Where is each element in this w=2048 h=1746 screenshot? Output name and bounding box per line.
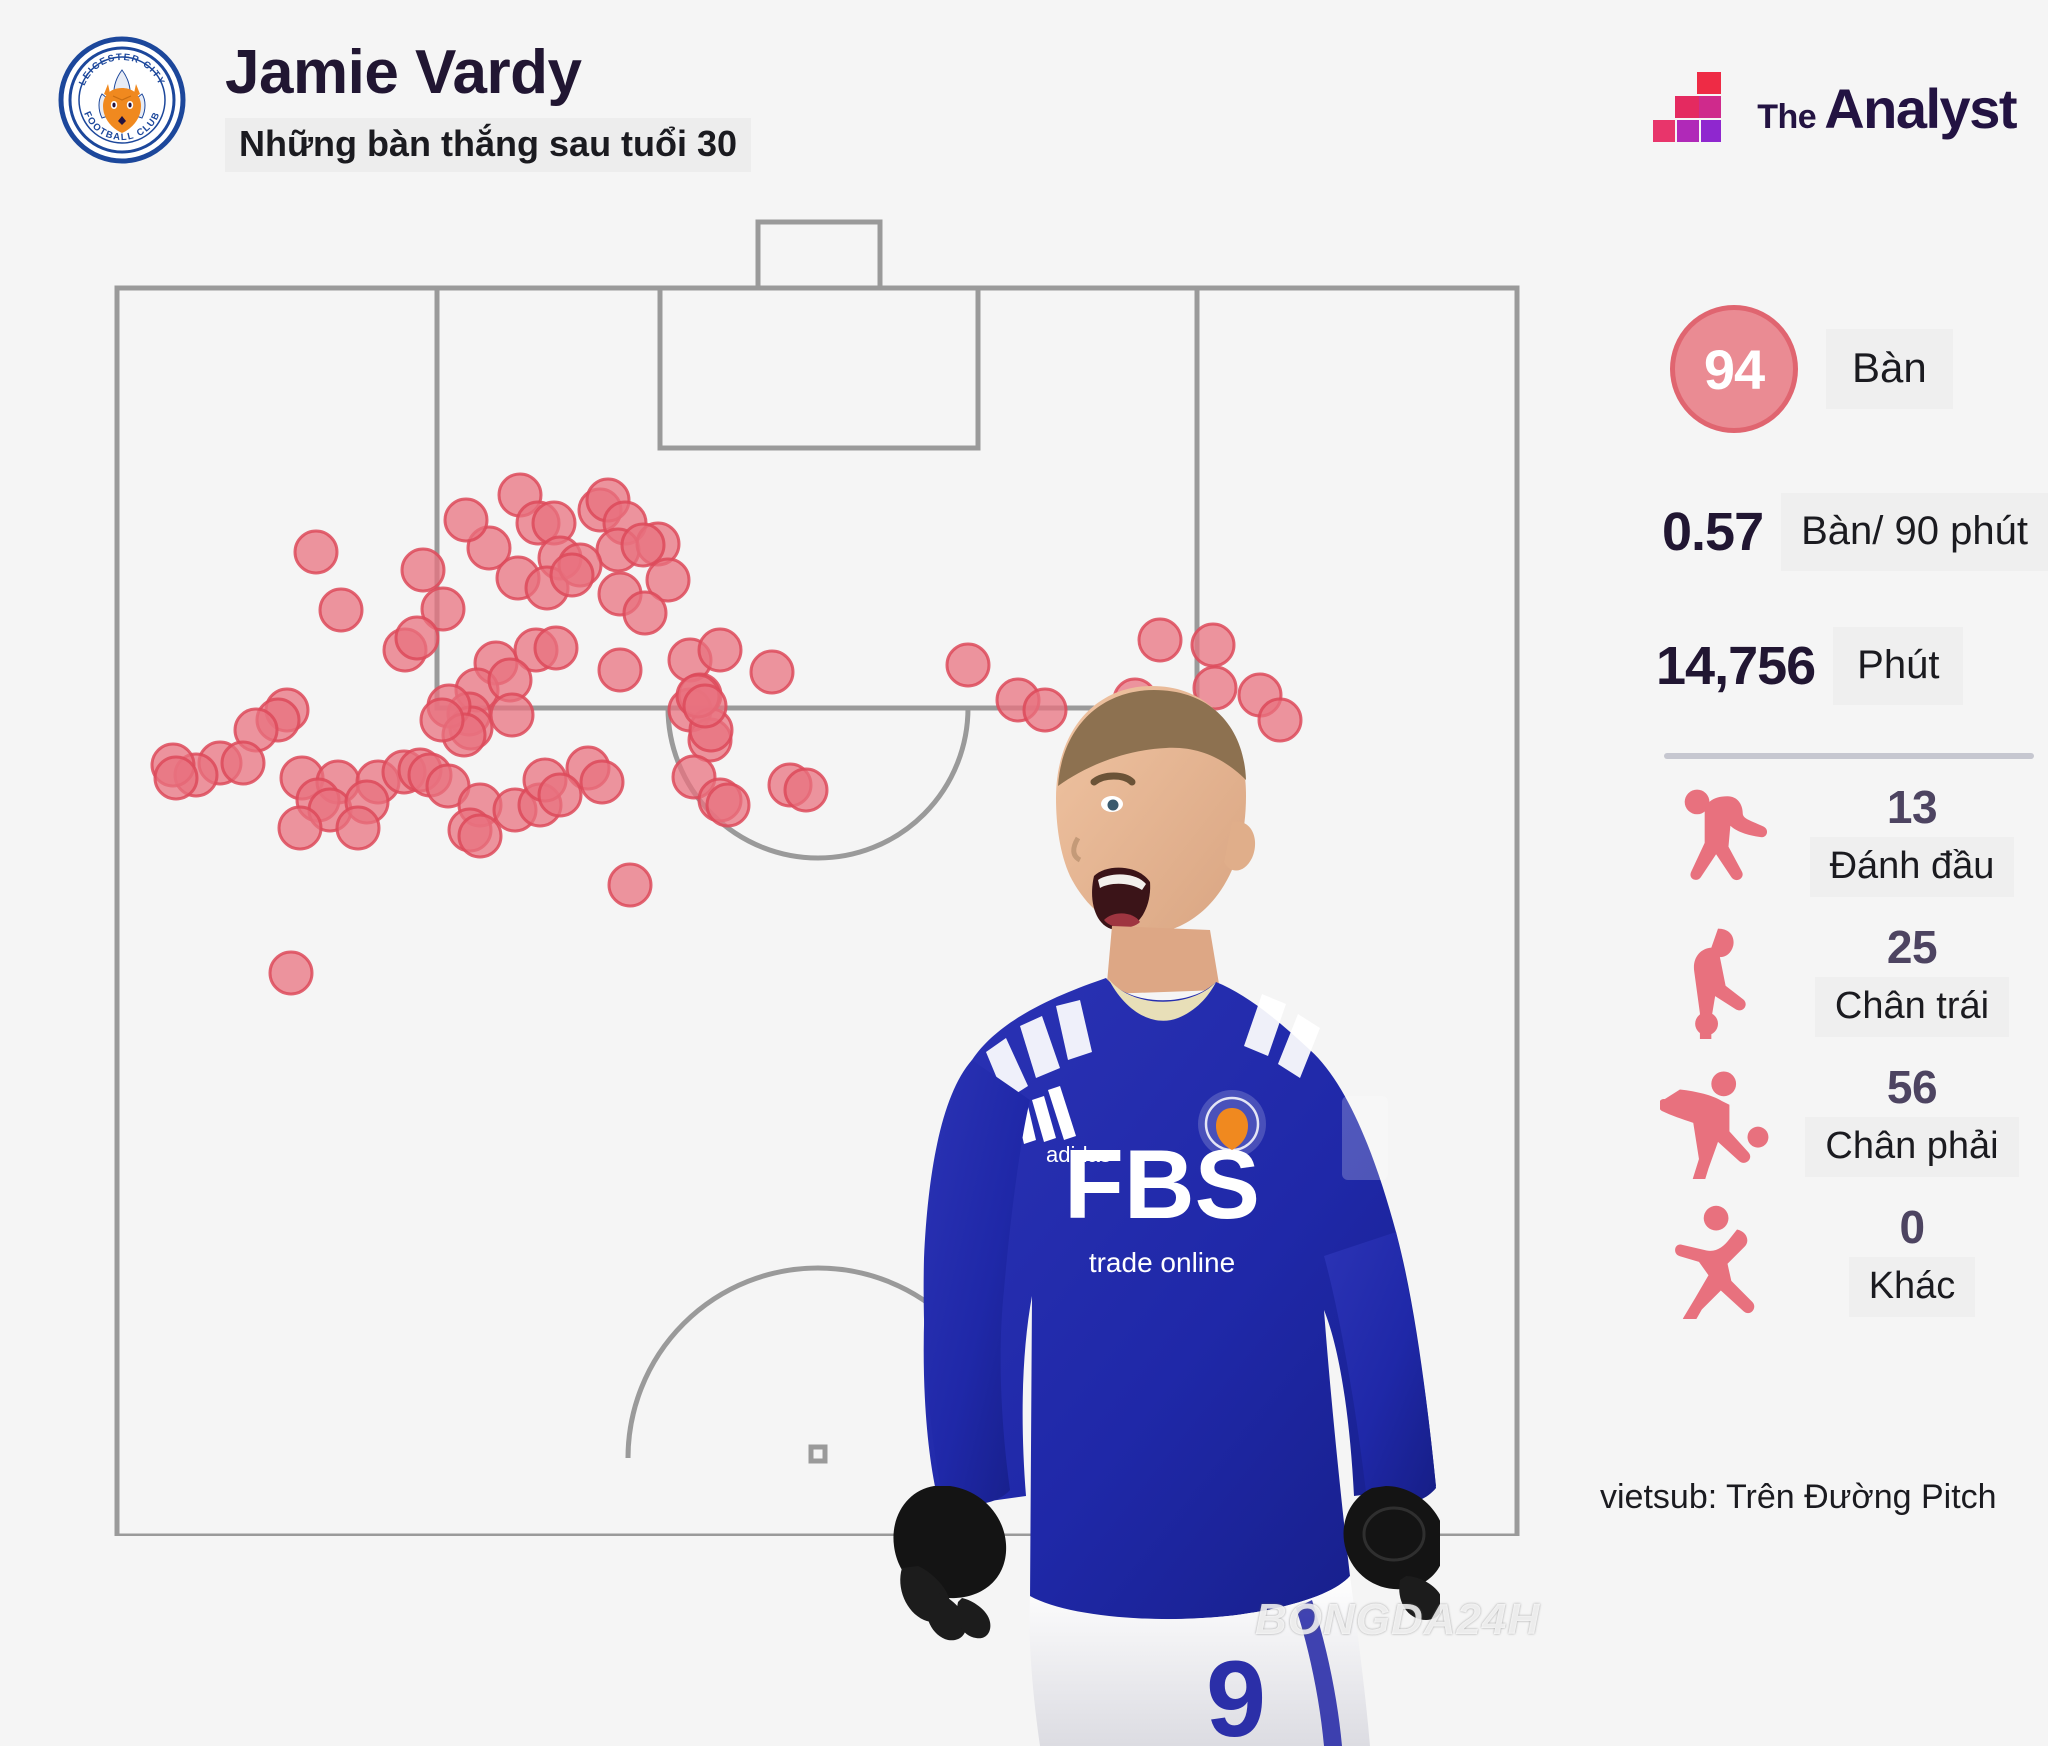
goals-label: Bàn	[1826, 329, 1953, 409]
goal-point	[1190, 622, 1236, 668]
pitch-svg	[114, 219, 1520, 1536]
goal-scatter-points	[150, 472, 1303, 996]
body-parts-breakdown: 13 Đánh đầu 25 Chân trái 56 Chân phải 0 Khác	[1656, 781, 2048, 1319]
title-block: Jamie Vardy Những bàn thắng sau tuổi 30	[225, 38, 752, 172]
goal-point	[597, 647, 643, 693]
center-mark	[808, 1444, 828, 1464]
fox-head-icon	[103, 84, 141, 133]
goal-point	[1257, 697, 1303, 743]
body-part-label: Chân trái	[1814, 977, 2010, 1038]
center-circle-arc	[625, 1265, 1011, 1459]
goal-point	[400, 547, 446, 593]
analyst-wordmark: The Analyst	[1757, 76, 2017, 141]
header-goal-icon	[1684, 789, 1768, 881]
shorts-number: 9	[1206, 1638, 1266, 1746]
goal-point	[622, 590, 668, 636]
goal-point	[293, 529, 339, 575]
goal-point	[1112, 677, 1158, 723]
goal-point	[945, 642, 991, 688]
six-yard-box	[657, 285, 981, 451]
goal-point	[682, 683, 728, 729]
goal-point	[277, 805, 323, 851]
goal-point	[457, 813, 503, 859]
goal-point	[419, 697, 465, 743]
body-part-value: 56	[1886, 1060, 1938, 1113]
analyst-staircase-icon	[1653, 72, 1722, 142]
goal-frame	[755, 219, 883, 291]
goals-value: 94	[1703, 337, 1765, 401]
stat-goals-per-90: 0.57 Bàn/ 90 phút	[1656, 493, 2048, 571]
body-part-row: 25 Chân trái	[1656, 921, 2048, 1039]
goal-point	[1145, 715, 1191, 761]
stat-goals: 94 Bàn	[1656, 305, 2048, 433]
subtitle-highlight: Những bàn thắng sau tuổi 30	[225, 118, 752, 172]
other-goal-icon	[1675, 1205, 1755, 1319]
body-part-value: 0	[1899, 1200, 1925, 1253]
goal-point	[420, 586, 466, 632]
body-part-text: 0 Khác	[1776, 1200, 2048, 1318]
minutes-label: Phút	[1833, 627, 1964, 705]
goal-point	[443, 497, 489, 543]
goal-point	[533, 625, 579, 671]
right-foot-goal-icon	[1660, 1071, 1769, 1179]
left-foot-goal-icon	[1693, 928, 1746, 1039]
per90-label: Bàn/ 90 phút	[1781, 493, 2048, 571]
goal-point	[489, 692, 535, 738]
body-part-text: 25 Chân trái	[1776, 920, 2048, 1038]
pitch-lines	[114, 219, 1520, 1536]
bongda24h-watermark: BONGDA24H	[1255, 1595, 1541, 1644]
per90-value: 0.57	[1662, 502, 1764, 562]
goal-point	[1137, 617, 1183, 663]
body-part-text: 56 Chân phải	[1776, 1060, 2048, 1178]
goal-point	[620, 522, 666, 568]
body-part-value: 25	[1886, 920, 1938, 973]
vietsub-credit: vietsub: Trên Đường Pitch	[1600, 1478, 1997, 1516]
analyst-name-text: Analyst	[1824, 76, 2017, 140]
goal-point	[783, 767, 829, 813]
body-part-value: 13	[1886, 780, 1938, 833]
goal-point	[537, 772, 583, 818]
goal-point	[335, 805, 381, 851]
body-part-text: 13 Đánh đầu	[1776, 780, 2048, 898]
goal-point	[394, 615, 440, 661]
goal-point	[697, 627, 743, 673]
analyst-the-text: The	[1757, 97, 1817, 136]
stats-panel: 94 Bàn 0.57 Bàn/ 90 phút 14,756 Phút 13 Đ…	[1656, 210, 2048, 1536]
goal-point	[645, 557, 691, 603]
stat-minutes: 14,756 Phút	[1656, 627, 2048, 705]
goal-point	[268, 950, 314, 996]
goal-point	[153, 755, 199, 801]
body-part-row: 0 Khác	[1656, 1201, 2048, 1319]
page-subtitle: Những bàn thắng sau tuổi 30	[239, 123, 738, 164]
page-title: Jamie Vardy	[225, 38, 582, 107]
minutes-value: 14,756	[1656, 636, 1816, 696]
body-part-label: Đánh đầu	[1809, 837, 2015, 898]
goal-point	[318, 587, 364, 633]
goal-point	[549, 552, 595, 598]
body-part-row: 56 Chân phải	[1656, 1061, 2048, 1179]
body-part-label: Chân phải	[1805, 1117, 2019, 1178]
stats-divider	[1664, 753, 2034, 759]
goal-point	[749, 649, 795, 695]
body-part-label: Khác	[1848, 1257, 1976, 1318]
the-analyst-logo: The Analyst	[1649, 70, 2017, 146]
leicester-city-badge: LEICESTER CITY FOOTBALL CLUB	[58, 36, 186, 164]
goals-circle-badge: 94	[1670, 305, 1798, 433]
header: LEICESTER CITY FOOTBALL CLUB Jamie Vardy…	[0, 0, 2048, 210]
goal-point	[220, 740, 266, 786]
goal-point	[1192, 665, 1238, 711]
goal-point	[579, 759, 625, 805]
goal-point	[1022, 687, 1068, 733]
goal-point	[705, 782, 751, 828]
pitch-boundary	[114, 285, 1520, 1536]
shot-map-chart: FBS trade online adidas	[0, 210, 1640, 1746]
body-part-row: 13 Đánh đầu	[1656, 781, 2048, 899]
goal-point	[607, 862, 653, 908]
